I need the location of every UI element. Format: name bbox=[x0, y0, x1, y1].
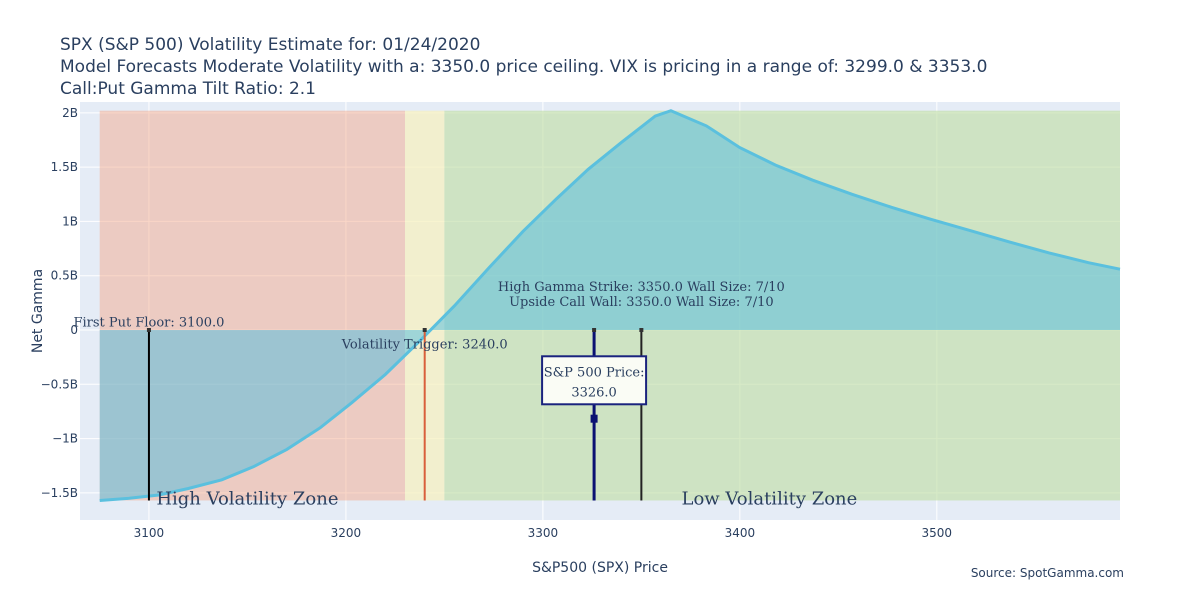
spx-price-box: S&P 500 Price: 3326.0 bbox=[541, 355, 648, 406]
source-credit: Source: SpotGamma.com bbox=[970, 566, 1124, 580]
y-tick-label: 0.5B bbox=[51, 269, 78, 283]
chart-title-line-3: Call:Put Gamma Tilt Ratio: 2.1 bbox=[60, 79, 316, 99]
y-tick-label: 2B bbox=[62, 106, 78, 120]
x-tick-label: 3200 bbox=[331, 526, 362, 540]
spx-price-marker bbox=[592, 328, 597, 332]
price-box-label: S&P 500 Price: bbox=[544, 365, 645, 380]
annotation-label: First Put Floor: 3100.0 bbox=[73, 316, 224, 331]
y-tick-label: −1.5B bbox=[41, 486, 78, 500]
y-tick-label: −1B bbox=[52, 432, 78, 446]
annotation-label: Upside Call Wall: 3350.0 Wall Size: 7/10 bbox=[509, 295, 774, 310]
zone-label: Low Volatility Zone bbox=[681, 488, 857, 509]
chart-title-line-1: SPX (S&P 500) Volatility Estimate for: 0… bbox=[60, 35, 481, 55]
annotation-label: Volatility Trigger: 3240.0 bbox=[341, 337, 508, 352]
volatility-trigger-marker bbox=[422, 328, 427, 332]
net-gamma-line bbox=[99, 109, 1121, 502]
x-tick-label: 3100 bbox=[134, 526, 165, 540]
y-tick-label: 1.5B bbox=[51, 160, 78, 174]
x-tick-label: 3300 bbox=[528, 526, 559, 540]
x-tick-label: 3400 bbox=[725, 526, 756, 540]
y-tick-label: 1B bbox=[62, 214, 78, 228]
zone-label: High Volatility Zone bbox=[156, 488, 338, 509]
y-tick-label: −0.5B bbox=[41, 377, 78, 391]
annotations: First Put Floor: 3100.0 Volatility Trigge… bbox=[73, 280, 784, 353]
zone-labels: High Volatility Zone Low Volatility Zone bbox=[156, 488, 857, 509]
net-gamma-area bbox=[99, 110, 1120, 501]
annotation-label: High Gamma Strike: 3350.0 Wall Size: 7/1… bbox=[498, 280, 785, 295]
y-tick-label: 0 bbox=[70, 323, 78, 337]
spx-price-marker bbox=[590, 414, 598, 423]
x-axis-title: S&P500 (SPX) Price bbox=[532, 560, 668, 576]
y-axis-ticks: 2B 1.5B 1B 0.5B 0 −0.5B −1B −1.5B bbox=[41, 106, 78, 500]
gamma-strike-marker bbox=[639, 328, 644, 332]
chart-title-line-2: Model Forecasts Moderate Volatility with… bbox=[60, 57, 988, 77]
put-floor-marker bbox=[146, 328, 151, 332]
y-axis-title: Net Gamma bbox=[30, 269, 46, 353]
x-axis-ticks: 3100 3200 3300 3400 3500 bbox=[134, 526, 952, 540]
x-tick-label: 3500 bbox=[922, 526, 953, 540]
price-box-value: 3326.0 bbox=[571, 385, 617, 400]
price-box-frame bbox=[541, 355, 648, 406]
